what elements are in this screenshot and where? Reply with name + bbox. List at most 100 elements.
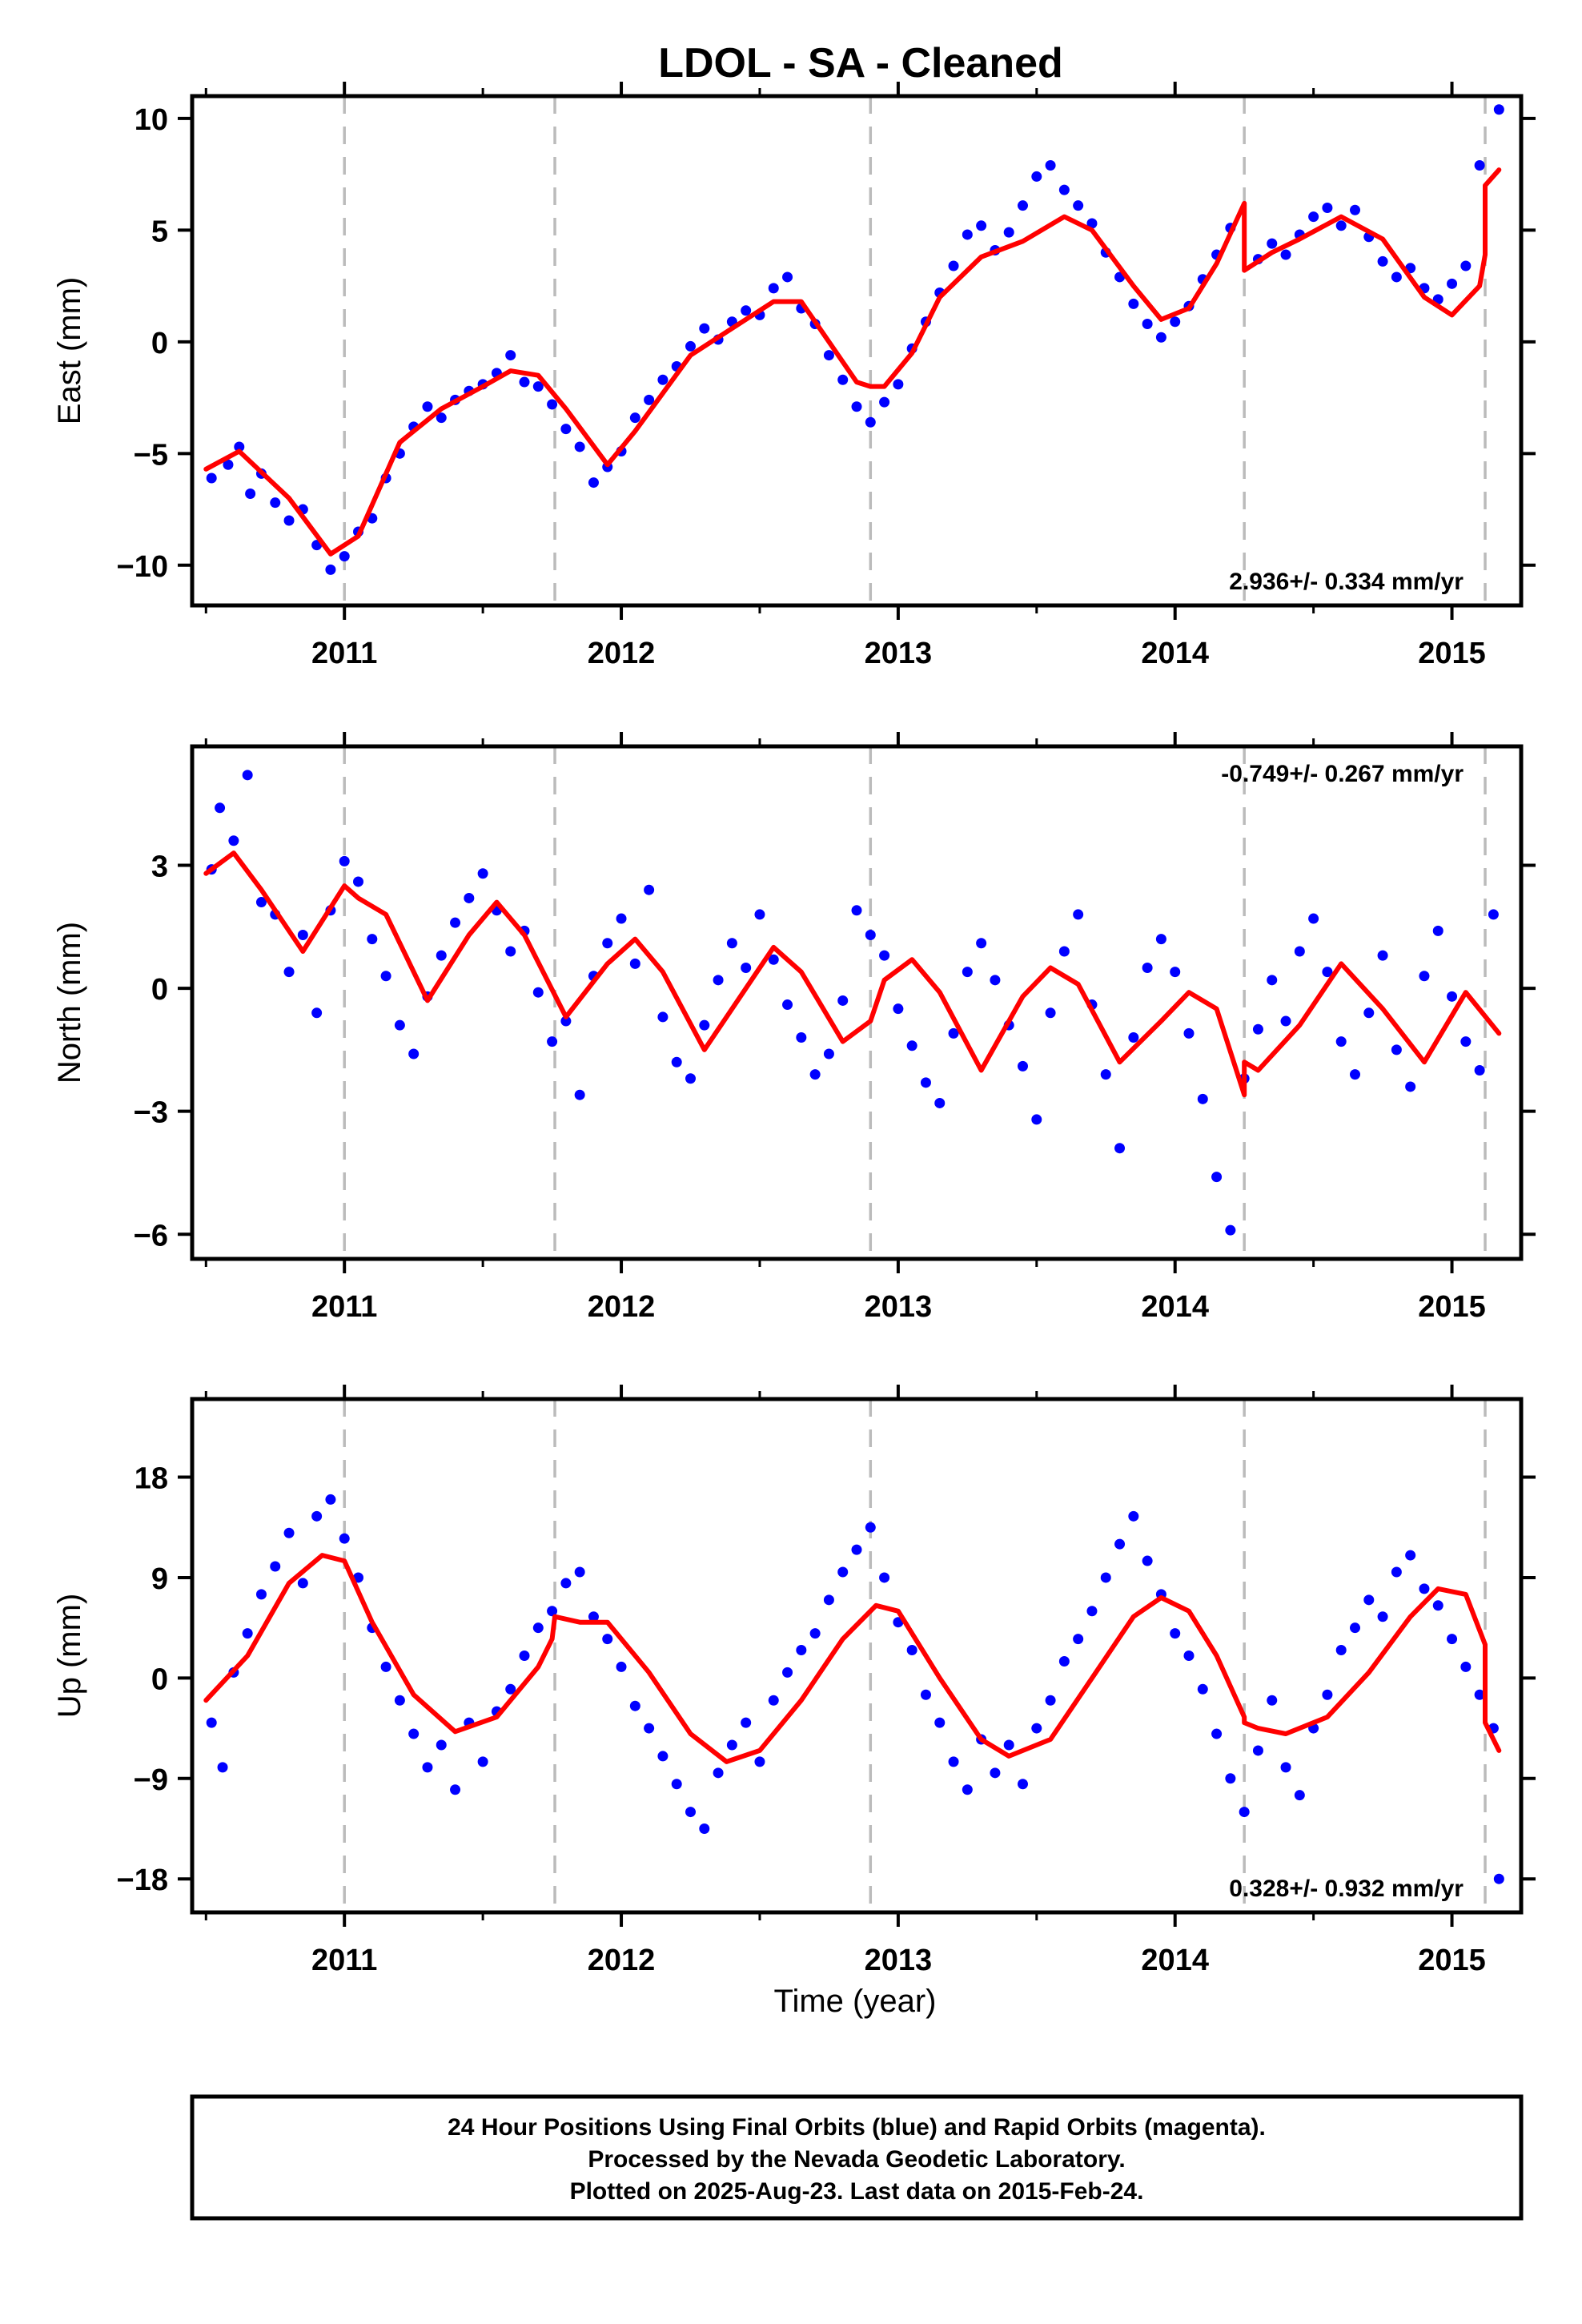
north-x-tick-label-3: 2014 <box>1141 1290 1209 1324</box>
up-data-point-87 <box>1405 1550 1416 1561</box>
east-data-point-64 <box>1086 218 1098 229</box>
up-data-point-15 <box>408 1728 420 1739</box>
east-data-point-61 <box>1045 159 1056 171</box>
up-data-point-70 <box>1170 1628 1181 1639</box>
north-data-point-89 <box>1432 925 1443 936</box>
north-data-point-63 <box>1073 909 1084 920</box>
up-data-point-83 <box>1350 1622 1360 1634</box>
north-data-point-44 <box>809 1069 821 1080</box>
north-data-point-20 <box>477 868 488 879</box>
up-y-tick-label-4: −18 <box>117 1864 168 1897</box>
up-data-point-51 <box>906 1645 917 1656</box>
north-data-point-66 <box>1114 1143 1126 1154</box>
up-data-point-90 <box>1447 1634 1458 1645</box>
north-data-point-13 <box>380 971 391 982</box>
east-data-point-31 <box>629 412 640 424</box>
north-data-point-82 <box>1335 1036 1347 1047</box>
up-data-point-13 <box>380 1661 391 1672</box>
north-x-tick-label-0: 2011 <box>311 1290 377 1324</box>
east-x-tick-label-1: 2012 <box>588 637 656 670</box>
north-y-tick-label-3: −6 <box>134 1219 168 1252</box>
east-data-point-5 <box>270 497 281 509</box>
up-data-point-48 <box>865 1522 876 1533</box>
north-data-point-8 <box>311 1007 323 1019</box>
east-data-point-55 <box>962 229 973 240</box>
north-data-point-81 <box>1322 967 1333 978</box>
north-data-point-27 <box>574 1089 585 1100</box>
north-data-point-35 <box>685 1073 696 1084</box>
footer-line-1: 24 Hour Positions Using Final Orbits (bl… <box>448 2114 1266 2141</box>
north-data-point-79 <box>1294 946 1305 957</box>
up-data-point-9 <box>325 1494 336 1505</box>
east-data-point-89 <box>1447 278 1458 289</box>
east-data-point-79 <box>1308 211 1319 223</box>
up-data-point-73 <box>1211 1728 1223 1739</box>
east-data-point-22 <box>505 350 516 361</box>
up-data-point-10 <box>339 1533 350 1544</box>
up-data-point-23 <box>519 1651 530 1661</box>
east-data-point-81 <box>1335 220 1347 231</box>
north-data-point-76 <box>1252 1023 1263 1035</box>
up-data-point-59 <box>1018 1779 1028 1790</box>
north-data-point-83 <box>1350 1069 1360 1080</box>
north-data-point-74 <box>1225 1224 1236 1236</box>
footer-line-2: Processed by the Nevada Geodetic Laborat… <box>588 2146 1125 2173</box>
east-y-tick-label-2: 0 <box>151 327 168 360</box>
up-data-point-62 <box>1058 1655 1070 1667</box>
north-data-point-25 <box>547 1036 558 1047</box>
east-data-point-1 <box>223 459 234 470</box>
north-data-point-70 <box>1170 967 1181 978</box>
north-data-point-12 <box>367 934 378 945</box>
east-data-point-26 <box>560 424 572 435</box>
up-data-point-29 <box>602 1634 613 1645</box>
east-data-point-68 <box>1142 319 1153 330</box>
up-data-point-40 <box>754 1756 765 1767</box>
north-data-point-24 <box>532 987 544 998</box>
east-y-axis-label: East (mm) <box>52 277 87 424</box>
up-data-point-4 <box>255 1589 267 1600</box>
up-y-tick-label-1: 9 <box>151 1562 168 1596</box>
east-y-tick-label-4: −10 <box>117 550 168 584</box>
up-data-point-45 <box>823 1594 834 1606</box>
up-data-point-8 <box>311 1510 323 1522</box>
up-y-tick-label-2: 0 <box>151 1663 168 1696</box>
east-data-point-92 <box>1493 104 1504 115</box>
up-data-point-82 <box>1335 1645 1347 1656</box>
north-data-point-2 <box>228 835 239 846</box>
north-data-point-47 <box>851 905 862 916</box>
north-data-point-14 <box>394 1019 405 1031</box>
north-data-point-68 <box>1142 962 1153 973</box>
east-data-point-6 <box>283 515 295 526</box>
east-frame <box>190 94 1524 608</box>
north-data-point-17 <box>436 950 447 961</box>
footer-box: 24 Hour Positions Using Final Orbits (bl… <box>190 2094 1524 2221</box>
up-data-point-1 <box>217 1762 228 1773</box>
north-data-point-61 <box>1045 1007 1056 1019</box>
north-data-point-59 <box>1018 1060 1028 1072</box>
east-x-tick-label-0: 2011 <box>311 637 377 670</box>
north-data-point-1 <box>215 802 226 814</box>
north-data-point-22 <box>505 946 516 957</box>
up-data-point-36 <box>699 1823 710 1834</box>
north-x-tick-label-1: 2012 <box>588 1290 656 1324</box>
north-data-point-57 <box>990 975 1001 986</box>
north-data-point-48 <box>865 930 876 941</box>
north-data-point-29 <box>602 938 613 949</box>
north-fit-line <box>203 850 1502 1098</box>
up-y-axis-label: Up (mm) <box>52 1594 87 1719</box>
east-panel: 10 5 0 −5 −10 2011 2012 2013 2014 2015 East (mm) 2.… <box>52 82 1536 670</box>
east-data-point-42 <box>782 271 793 283</box>
up-data-point-75 <box>1239 1807 1250 1818</box>
north-data-point-54 <box>948 1027 959 1039</box>
north-data-point-11 <box>353 876 363 887</box>
east-data-point-17 <box>436 412 447 424</box>
east-data-point-58 <box>1003 227 1014 238</box>
north-x-tick-label-4: 2015 <box>1418 1290 1486 1324</box>
up-data-point-22 <box>505 1683 516 1695</box>
up-data-point-81 <box>1322 1689 1333 1700</box>
east-data-point-46 <box>837 374 849 385</box>
north-data-point-93 <box>1488 909 1499 920</box>
north-data-point-88 <box>1419 971 1430 982</box>
up-data-point-78 <box>1280 1762 1291 1773</box>
up-data-point-42 <box>782 1667 793 1678</box>
